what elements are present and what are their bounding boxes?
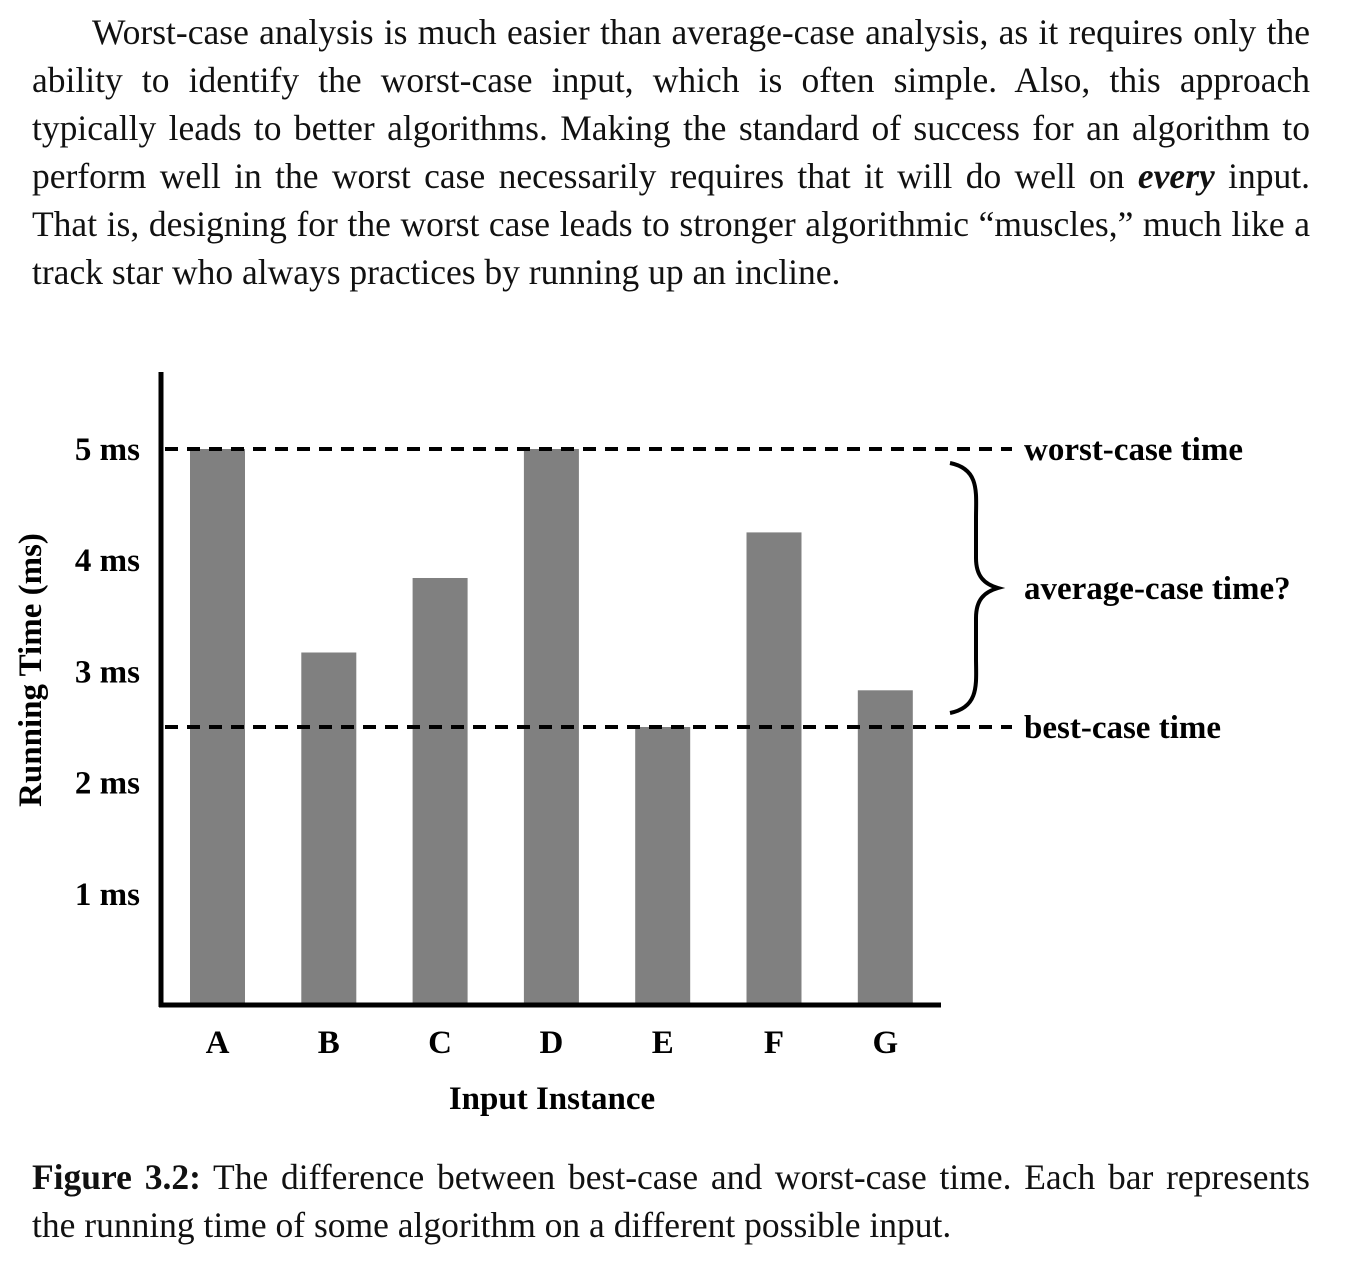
caption-text: The difference between best-case and wor… — [32, 1157, 1310, 1245]
bar-E — [635, 727, 691, 1005]
x-ticks-group: A B C D E F G — [206, 1025, 899, 1061]
bar-G — [857, 690, 913, 1005]
body-paragraph: Worst-case analysis is much easier than … — [32, 8, 1310, 296]
bar-B — [301, 652, 357, 1005]
average-case-brace — [949, 461, 1006, 715]
y-tick-label: 1 ms — [75, 877, 140, 913]
x-axis-label: Input Instance — [449, 1081, 655, 1117]
bars-group — [190, 449, 913, 1005]
y-ticks-group: 1 ms 2 ms 3 ms 4 ms 5 ms — [75, 432, 140, 913]
reference-lines-group: worst-case time best-case time — [165, 432, 1243, 746]
paragraph-text-1: Worst-case analysis is much easier than … — [32, 12, 1310, 196]
best-case-time-label: best-case time — [1024, 710, 1221, 746]
x-tick-label: D — [539, 1025, 563, 1061]
x-tick-label: E — [652, 1025, 674, 1061]
y-tick-label: 5 ms — [75, 432, 140, 468]
x-tick-label: B — [318, 1025, 340, 1061]
worst-case-time-label: worst-case time — [1024, 432, 1243, 468]
y-tick-label: 4 ms — [75, 543, 140, 579]
running-time-bar-chart: worst-case time best-case time 1 ms 2 ms 3 … — [13, 372, 1291, 1117]
caption-label: Figure 3.2: — [32, 1157, 201, 1197]
paragraph-text-2: input. That is, designing for the worst … — [32, 156, 1310, 292]
y-tick-label: 3 ms — [75, 654, 140, 690]
x-tick-label: A — [206, 1025, 230, 1061]
paragraph-emphasis: every — [1137, 156, 1215, 196]
axes-group — [158, 372, 941, 1008]
y-tick-label: 2 ms — [75, 766, 140, 802]
average-case-label: average-case time? — [1024, 571, 1291, 607]
y-axis-label: Running Time (ms) — [13, 533, 49, 807]
x-tick-label: F — [764, 1025, 784, 1061]
bar-C — [412, 577, 468, 1005]
bar-F — [746, 532, 802, 1005]
x-tick-label: G — [872, 1025, 898, 1061]
x-tick-label: C — [428, 1025, 452, 1061]
figure-caption: Figure 3.2: The difference between best-… — [32, 1153, 1310, 1249]
